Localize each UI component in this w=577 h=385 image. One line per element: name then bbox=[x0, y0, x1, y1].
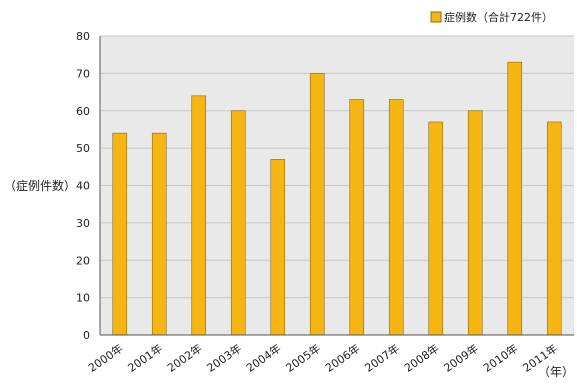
y-tick-label: 80 bbox=[76, 30, 90, 43]
legend-swatch bbox=[430, 11, 442, 23]
x-tick-label: 2008年 bbox=[401, 341, 441, 375]
legend: 症例数（合計722件） bbox=[430, 10, 553, 24]
y-tick-label: 30 bbox=[76, 217, 90, 230]
bar bbox=[309, 73, 325, 336]
bar bbox=[191, 95, 207, 336]
bar bbox=[112, 132, 128, 336]
bar bbox=[388, 99, 404, 336]
y-axis-label: （症例件数） bbox=[4, 178, 76, 193]
y-tick-label: 10 bbox=[76, 292, 90, 305]
bar bbox=[467, 110, 483, 336]
y-axis-ticks: 0 10 20 30 40 50 60 70 80 bbox=[76, 30, 90, 342]
x-axis-label: （年） bbox=[538, 365, 574, 379]
bar bbox=[230, 110, 246, 336]
legend-label: 症例数（合計722件） bbox=[444, 10, 553, 24]
bar bbox=[349, 99, 365, 336]
y-tick-label: 0 bbox=[83, 329, 90, 342]
x-tick-label: 2007年 bbox=[362, 341, 402, 375]
y-tick-label: 40 bbox=[76, 180, 90, 193]
y-tick-label: 50 bbox=[76, 142, 90, 155]
x-tick-label: 2009年 bbox=[441, 341, 481, 375]
x-tick-label: 2010年 bbox=[480, 341, 520, 375]
y-tick-label: 20 bbox=[76, 254, 90, 267]
bar bbox=[428, 121, 444, 336]
x-tick-label: 2006年 bbox=[322, 341, 362, 375]
bar bbox=[546, 121, 562, 336]
x-axis-ticks: 2000年 2001年 2002年 2003年 2004年 2005年 2006年 2007年… bbox=[85, 341, 559, 375]
y-tick-label: 60 bbox=[76, 105, 90, 118]
bar bbox=[151, 132, 167, 336]
bar bbox=[507, 61, 523, 336]
bar bbox=[270, 159, 286, 336]
x-tick-label: 2005年 bbox=[283, 341, 323, 375]
x-tick-label: 2004年 bbox=[243, 341, 283, 375]
x-tick-label: 2000年 bbox=[85, 341, 125, 375]
x-tick-label: 2001年 bbox=[125, 341, 165, 375]
y-tick-label: 70 bbox=[76, 67, 90, 80]
gridlines bbox=[100, 35, 574, 299]
x-tick-label: 2002年 bbox=[164, 341, 204, 375]
x-tick-label: 2003年 bbox=[204, 341, 244, 375]
